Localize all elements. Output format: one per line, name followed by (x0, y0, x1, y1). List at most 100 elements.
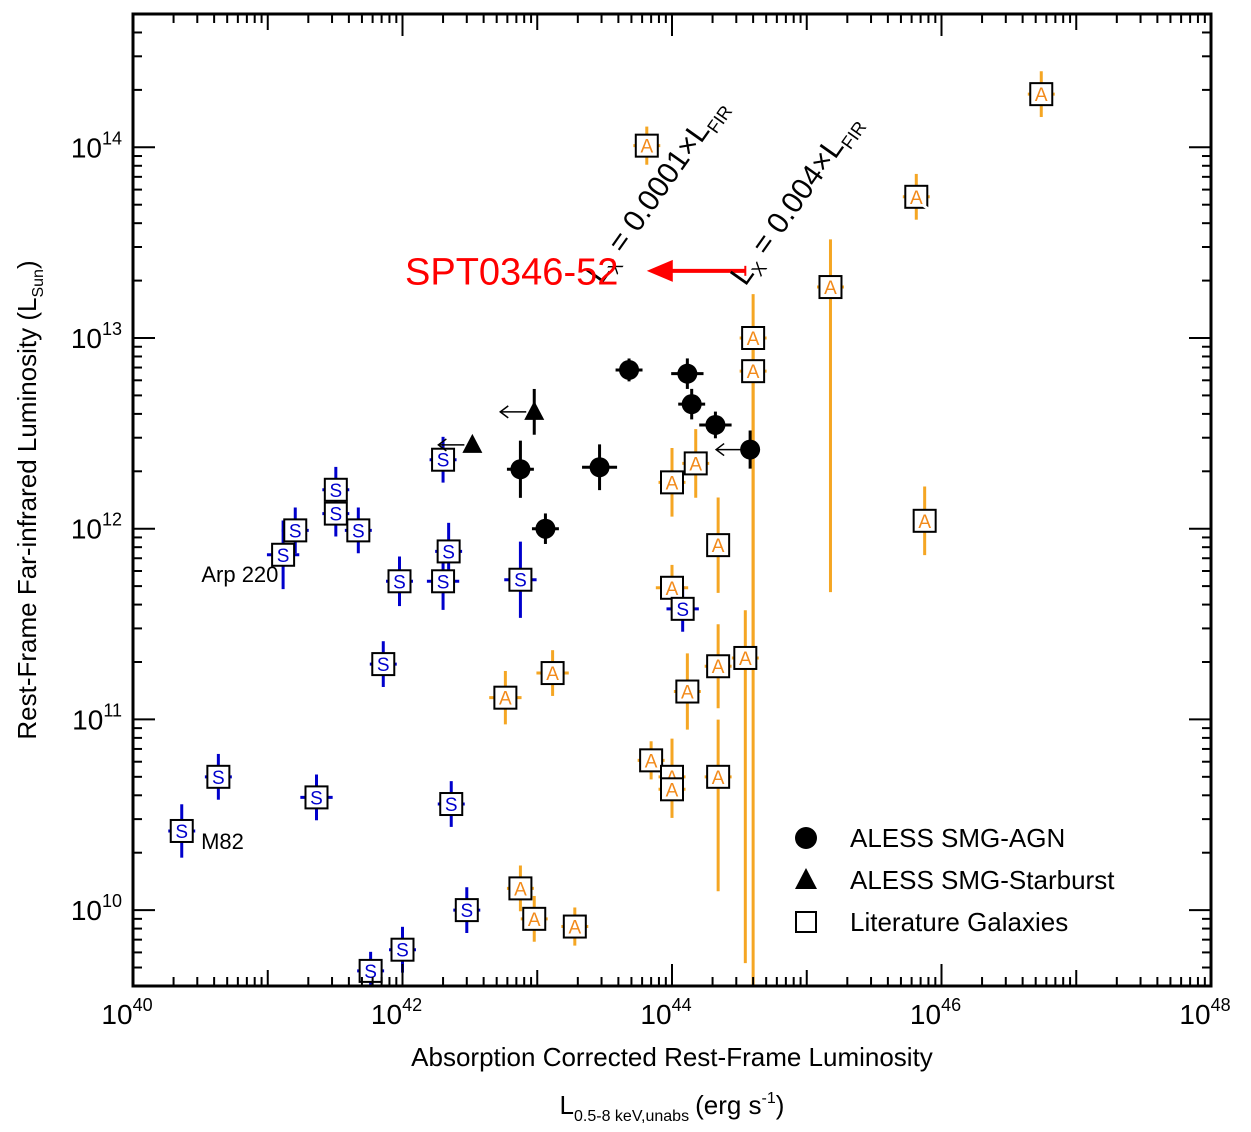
lit-point-20-square (706, 764, 731, 789)
relation-label-eq: = 0.004×L (741, 131, 851, 267)
agn-point-6-marker (510, 459, 531, 480)
lit-point-1-class: A (1035, 85, 1048, 106)
lit-point-7-square (683, 451, 708, 476)
lit-point-0-class: A (640, 137, 653, 158)
y-axis-label-close: ) (12, 260, 42, 269)
lit-point-25-square (323, 477, 348, 502)
y-tick-label-3: 1013 (71, 319, 122, 354)
data-points: AAAAAAAAAAASAAAAAAAAAAAASSSSSSSSSSSSSSSS… (168, 71, 1055, 986)
lit-point-39-square (454, 898, 479, 923)
x-tick-label-exp: 48 (1211, 995, 1231, 1015)
lit-point-29-square (271, 542, 296, 567)
lit-point-17-square (639, 748, 664, 773)
lit-point-33-class: S (514, 571, 527, 592)
y-tick-label-1: 1011 (72, 700, 122, 735)
y-tick-label-base: 10 (71, 514, 102, 545)
lit-point-23-square (562, 914, 587, 939)
x-tick-label-exp: 46 (941, 995, 961, 1015)
y-tick-label-base: 10 (71, 323, 102, 354)
lit-point-22-square (522, 906, 547, 931)
lit-point-17-class: A (645, 751, 658, 772)
y-tick-label-exp: 10 (102, 891, 122, 911)
agn-point-5-marker (589, 457, 610, 478)
sb-point-0-limit-head (498, 405, 509, 419)
x-tick-label-base: 10 (101, 999, 132, 1030)
x-axis-label-2-close: ) (776, 1090, 785, 1120)
x-tick-label-base: 10 (1179, 999, 1210, 1030)
lit-point-32-class: S (437, 572, 450, 593)
lit-point-28-class: S (352, 521, 365, 542)
lit-point-30-square (436, 539, 461, 564)
sb-point-0-marker (524, 400, 545, 420)
spt-arrow-head (646, 259, 673, 282)
lit-point-12-square (540, 661, 565, 686)
x-tick-label-3: 1046 (910, 995, 961, 1030)
lit-point-3-square (818, 275, 843, 300)
legend-label-0: ALESS SMG-AGN (850, 823, 1065, 853)
lit-point-27-square (283, 518, 308, 543)
lit-point-35-square (206, 764, 231, 789)
lit-point-12-class: A (546, 664, 559, 685)
y-tick-label-exp: 12 (102, 510, 122, 530)
x-tick-label-exp: 42 (402, 995, 422, 1015)
lit-point-41-class: S (364, 962, 377, 983)
lit-point-30-class: S (442, 542, 455, 563)
lit-point-5-class: A (747, 362, 760, 383)
legend-marker-circle (795, 827, 817, 849)
lit-point-23-class: A (568, 918, 581, 939)
lit-point-24-class: S (437, 451, 450, 472)
lit-point-14-square (675, 679, 700, 704)
legend-marker-square (795, 911, 817, 933)
y-tick-label-base: 10 (71, 895, 102, 926)
x-axis-label-2-exp: -1 (762, 1090, 776, 1107)
lit-point-37-square (439, 792, 464, 817)
lit-point-33-square (508, 567, 533, 592)
lit-point-39-class: S (460, 901, 473, 922)
lit-point-35-class: S (212, 768, 225, 789)
lit-point-9-class: A (712, 536, 725, 557)
y-tick-label-exp: 13 (102, 319, 122, 339)
lit-point-7-class: A (689, 454, 702, 475)
lit-point-27-class: S (289, 521, 302, 542)
x-axis-label-2-sub: 0.5-8 keV,unabs (574, 1108, 689, 1125)
lit-point-19-class: A (666, 780, 679, 801)
lit-point-22-class: A (528, 910, 541, 931)
lit-point-10-class: A (666, 579, 679, 600)
y-tick-label-base: 10 (72, 704, 103, 735)
lit-point-40-class: S (396, 941, 409, 962)
lit-point-21-square (508, 876, 533, 901)
relation-label-1: LX = 0.004×LFIR (724, 108, 870, 294)
lit-point-15-square (706, 654, 731, 679)
y-tick-label-exp: 14 (102, 128, 122, 148)
lit-point-34-square (371, 652, 396, 677)
x-axis-label-2-unit: (erg s (695, 1090, 761, 1120)
agn-point-4-marker (740, 439, 761, 460)
y-tick-label-2: 1012 (71, 510, 122, 545)
lit-point-0-square (634, 133, 659, 158)
lit-point-15-class: A (712, 657, 725, 678)
x-tick-label-base: 10 (371, 999, 402, 1030)
lit-point-21-class: A (514, 879, 527, 900)
lit-point-36-square (304, 785, 329, 810)
lit-point-16-class: A (739, 649, 752, 670)
agn-point-7-marker (535, 518, 556, 539)
lit-point-11-class: S (676, 600, 689, 621)
lit-point-2-class: A (910, 188, 923, 209)
lit-point-26-class: S (329, 505, 342, 526)
agn-point-3-marker (705, 414, 726, 435)
legend-label-1: ALESS SMG-Starburst (850, 865, 1115, 895)
lit-point-9-square (706, 533, 731, 558)
x-tick-label-exp: 44 (672, 995, 692, 1015)
agn-point-0-marker (619, 359, 640, 380)
lit-point-4-class: A (747, 329, 760, 350)
lit-point-11-square (670, 596, 695, 621)
lit-point-28-square (346, 518, 371, 543)
legend-marker-triangle (795, 868, 817, 889)
annotation-1: Arp 220 (201, 562, 278, 587)
agn-point-1-marker (677, 363, 698, 384)
x-tick-label-2: 1044 (640, 995, 691, 1030)
x-tick-label-4: 1048 (1179, 995, 1230, 1030)
agn-point-2-marker (681, 394, 702, 415)
lit-point-14-class: A (681, 683, 694, 704)
y-tick-label-4: 1014 (71, 128, 122, 163)
